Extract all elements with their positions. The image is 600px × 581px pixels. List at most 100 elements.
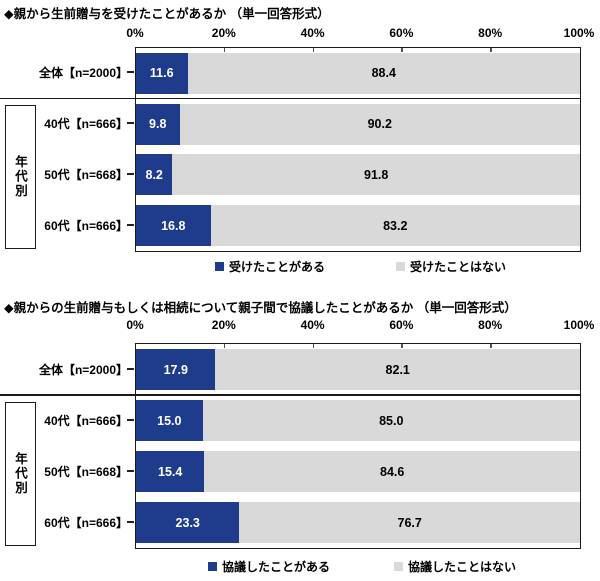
x-axis-tick-label: 60% [389,318,414,332]
bar-segment-no: 90.2 [179,103,580,145]
category-tick-mark [127,122,134,125]
category-tick-mark [127,367,134,370]
category-label: 全体【n=2000】 [38,362,128,377]
category-label: 40代【n=666】 [44,117,128,132]
group-separator-line [0,97,580,100]
x-axis-tick-label: 40% [300,26,325,40]
bar-segment-yes: 8.2 [136,154,173,196]
legend-item: 受けたことはない [396,258,506,275]
category-label: 60代【n=666】 [44,218,128,233]
x-axis-tick-label: 20% [211,318,236,332]
bar-value-label: 15.4 [158,464,183,479]
plot-area: 17.9 82.1 15.0 85.0 15.4 84.6 23.3 76.7 [135,343,581,549]
bar-segment-no: 84.6 [204,451,580,492]
bar-value-label: 17.9 [163,362,188,377]
legend-swatch [208,562,217,571]
bar-value-label: 91.8 [364,167,389,182]
category-label: 60代【n=666】 [44,515,128,530]
bar-segment-no: 88.4 [187,52,580,94]
x-axis-tick-label: 0% [126,318,144,332]
x-axis-tick-label: 60% [389,26,414,40]
stacked-bar: 15.4 84.6 [136,451,580,492]
legend-item: 協議したことがある [208,558,330,575]
bar-segment-no: 82.1 [215,349,580,390]
table-row: 23.3 76.7 [136,497,580,548]
legend-swatch [396,262,405,271]
category-label: 50代【n=668】 [44,167,128,182]
axis-tick-mark [490,48,492,52]
x-axis-tick-label: 20% [211,26,236,40]
age-group-box: 年代別 [5,105,36,249]
x-axis-tick-label: 80% [478,26,503,40]
bar-segment-yes: 16.8 [136,205,211,247]
bar-segment-yes: 23.3 [136,502,240,543]
stacked-bar: 23.3 76.7 [136,502,580,543]
x-axis-tick-label: 40% [300,318,325,332]
age-group-label: 年代別 [13,452,27,496]
category-label: 全体【n=2000】 [38,66,128,81]
axis-tick-mark [312,48,315,52]
bar-segment-yes: 15.4 [136,451,205,492]
category-label: 50代【n=668】 [44,464,128,479]
plot-area: 11.6 88.4 9.8 90.2 8.2 91.8 16.8 83.2 [135,47,581,252]
bar-value-label: 82.1 [385,362,410,377]
x-axis-tick-label: 100% [563,26,595,40]
bar-value-label: 11.6 [149,66,174,81]
axis-tick-mark [490,344,492,348]
bar-segment-yes: 11.6 [136,52,188,94]
legend-swatch [394,562,403,571]
table-row: 15.4 84.6 [136,446,580,497]
axis-tick-mark [401,344,403,348]
bar-segment-no: 91.8 [172,154,580,196]
x-axis-tick-label: 80% [478,318,503,332]
legend-swatch [215,262,224,271]
x-axis-tick-label: 100% [563,318,595,332]
axis-tick-mark [312,344,315,348]
table-row: 11.6 88.4 [136,48,580,99]
chart-title: ◆親から生前贈与を受けたことがあるか （単一回答形式） [4,7,330,21]
category-tick-mark [127,172,134,175]
age-group-box: 年代別 [5,402,36,546]
category-tick-mark [127,71,134,74]
bar-value-label: 84.6 [380,464,405,479]
bar-value-label: 16.8 [161,218,186,233]
bar-segment-no: 85.0 [202,400,580,441]
legend-label: 協議したことがある [222,560,331,574]
stacked-bar: 15.0 85.0 [136,400,580,441]
bar-value-label: 23.3 [175,515,200,530]
stacked-bar: 8.2 91.8 [136,154,580,196]
bar-segment-yes: 9.8 [136,103,180,145]
age-group-label: 年代別 [13,155,27,199]
bar-value-label: 15.0 [157,413,182,428]
bar-segment-yes: 15.0 [136,400,203,441]
category-tick-mark [127,418,134,421]
x-axis-tick-label: 0% [126,26,144,40]
bar-value-label: 76.7 [397,515,422,530]
axis-tick-mark [223,344,226,348]
bar-value-label: 9.8 [149,117,167,132]
bar-value-label: 8.2 [145,167,163,182]
bar-segment-no: 76.7 [239,502,580,543]
stacked-bar: 16.8 83.2 [136,205,580,247]
table-row: 17.9 82.1 [136,344,580,395]
bar-segment-yes: 17.9 [136,349,216,390]
category-tick-mark [127,520,134,523]
bar-value-label: 88.4 [371,66,396,81]
axis-tick-mark [223,48,226,52]
category-tick-mark [127,223,134,226]
bar-segment-no: 83.2 [210,205,580,247]
legend-label: 協議したことはない [408,560,517,574]
legend-item: 協議したことはない [394,558,516,575]
legend-label: 受けたことがある [229,260,326,274]
table-row: 9.8 90.2 [136,99,580,150]
table-row: 16.8 83.2 [136,200,580,251]
axis-tick-mark [401,48,403,52]
bar-value-label: 83.2 [383,218,408,233]
category-label: 40代【n=666】 [44,413,128,428]
group-separator-line [0,394,580,396]
chart-discussed-inheritance: ◆親からの生前贈与もしくは相続について親子間で協議したことがあるか （単一回答形… [0,294,600,581]
stacked-bar: 9.8 90.2 [136,103,580,145]
bar-value-label: 85.0 [379,413,404,428]
bar-value-label: 90.2 [367,117,392,132]
